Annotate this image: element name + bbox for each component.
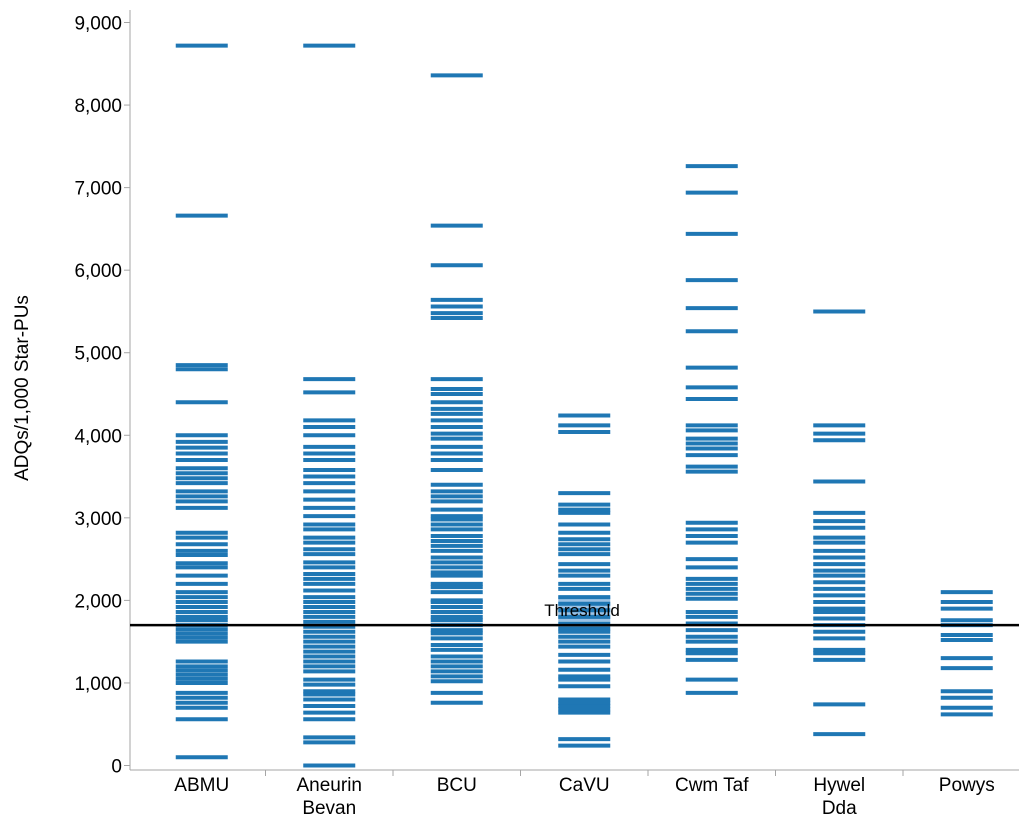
x-tick-label: BCU bbox=[437, 775, 477, 796]
y-tick-label: 2,000 bbox=[74, 591, 122, 612]
y-tick-label: 1,000 bbox=[74, 674, 122, 695]
x-tick-label: ABMU bbox=[174, 775, 229, 796]
reference-layer: Threshold bbox=[130, 601, 1019, 627]
y-tick-label: 4,000 bbox=[74, 426, 122, 447]
y-tick-label: 5,000 bbox=[74, 344, 122, 365]
y-tick-label: 7,000 bbox=[74, 179, 122, 200]
x-tick-label: Cwm Taf bbox=[675, 775, 749, 796]
y-tick-label: 6,000 bbox=[74, 261, 122, 282]
x-tick-label: Powys bbox=[939, 775, 995, 796]
x-tick-label: Dda bbox=[822, 798, 857, 819]
x-tick-label: Bevan bbox=[302, 798, 356, 819]
y-tick-label: 3,000 bbox=[74, 509, 122, 530]
x-tick-label: CaVU bbox=[559, 775, 610, 796]
y-tick-label: 0 bbox=[111, 757, 122, 778]
y-axis-title: ADQs/1,000 Star-PUs bbox=[12, 295, 33, 481]
threshold-label: Threshold bbox=[544, 601, 620, 620]
x-tick-label: Hywel bbox=[813, 775, 865, 796]
axes-layer: 0 1,000 2,000 3,000 4,000 5,000 6,000 7,000 8,00… bbox=[74, 10, 1019, 819]
y-tick-label: 9,000 bbox=[74, 14, 122, 35]
marks-layer bbox=[175, 43, 993, 768]
y-tick-label: 8,000 bbox=[74, 96, 122, 117]
x-tick-label: Aneurin bbox=[297, 775, 363, 796]
